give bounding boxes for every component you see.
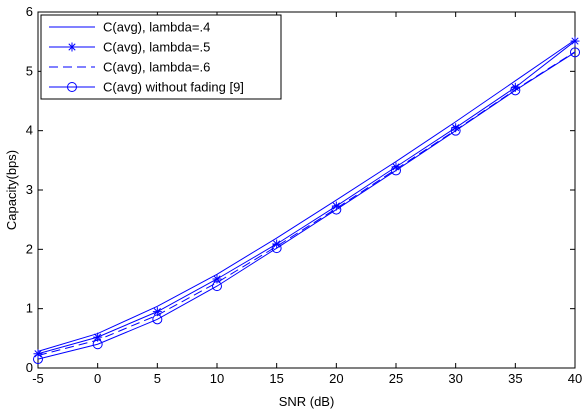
y-tick-label: 2 xyxy=(26,241,33,256)
data-point xyxy=(212,281,222,292)
y-axis-label: Capacity(bps) xyxy=(4,150,19,230)
x-tick-label: 10 xyxy=(210,371,224,386)
legend-entry: C(avg) without fading [9] xyxy=(49,80,244,95)
data-point xyxy=(510,85,521,96)
series-4 xyxy=(33,47,580,365)
legend-entry: C(avg), lambda=.4 xyxy=(49,20,210,35)
legend-label: C(avg) without fading [9] xyxy=(103,80,244,95)
legend-label: C(avg), lambda=.4 xyxy=(103,20,210,35)
x-tick-label: 15 xyxy=(269,371,283,386)
circle-marker xyxy=(510,85,521,96)
x-tick-label: 30 xyxy=(448,371,462,386)
legend: C(avg), lambda=.4 C(avg), lambda=.5 C(avg)… xyxy=(40,14,282,100)
series-line xyxy=(37,51,576,360)
data-point xyxy=(33,354,43,365)
circle-marker xyxy=(67,82,77,92)
circle-marker xyxy=(271,243,282,254)
data-point xyxy=(152,314,163,325)
circle-marker xyxy=(391,165,401,176)
data-point xyxy=(331,204,342,215)
data-point xyxy=(570,36,580,46)
x-tick-label: 5 xyxy=(154,371,161,386)
circle-marker xyxy=(152,314,163,325)
circle-marker xyxy=(331,204,342,215)
data-point xyxy=(92,339,103,350)
circle-marker xyxy=(212,281,222,292)
star-marker xyxy=(212,274,222,284)
y-tick-label: 6 xyxy=(26,4,33,19)
star-marker xyxy=(67,42,77,52)
x-axis-label: SNR (dB) xyxy=(279,394,335,409)
legend-label: C(avg), lambda=.5 xyxy=(103,40,210,55)
circle-marker xyxy=(450,125,461,136)
series-line xyxy=(37,51,576,357)
x-tick-label: 35 xyxy=(508,371,522,386)
x-tick-label: 0 xyxy=(94,371,101,386)
data-point xyxy=(450,125,461,136)
series-3 xyxy=(37,51,576,357)
star-marker xyxy=(33,349,43,359)
legend-box xyxy=(40,14,282,100)
y-tick-label: 3 xyxy=(26,182,33,197)
y-tick-label: 5 xyxy=(26,63,33,78)
legend-entry: C(avg), lambda=.5 xyxy=(49,40,210,55)
data-point xyxy=(33,349,43,359)
data-point xyxy=(391,165,401,176)
data-point xyxy=(570,47,580,58)
y-tick-label: 4 xyxy=(26,123,33,138)
star-marker xyxy=(570,36,580,46)
x-tick-label: 25 xyxy=(389,371,403,386)
series-line xyxy=(37,39,576,352)
legend-label: C(avg), lambda=.6 xyxy=(103,60,210,75)
circle-marker xyxy=(92,339,103,350)
y-tick-label: 1 xyxy=(26,301,33,316)
x-tick-label: -5 xyxy=(32,371,44,386)
series-line xyxy=(37,40,576,355)
data-point xyxy=(212,274,222,284)
circle-marker xyxy=(570,47,580,58)
x-tick-label: 20 xyxy=(329,371,343,386)
circle-marker xyxy=(33,354,43,365)
legend-entry: C(avg), lambda=.6 xyxy=(49,60,210,75)
y-tick-label: 0 xyxy=(26,360,33,375)
data-point xyxy=(271,243,282,254)
x-tick-label: 40 xyxy=(568,371,582,386)
series-1 xyxy=(37,39,576,352)
